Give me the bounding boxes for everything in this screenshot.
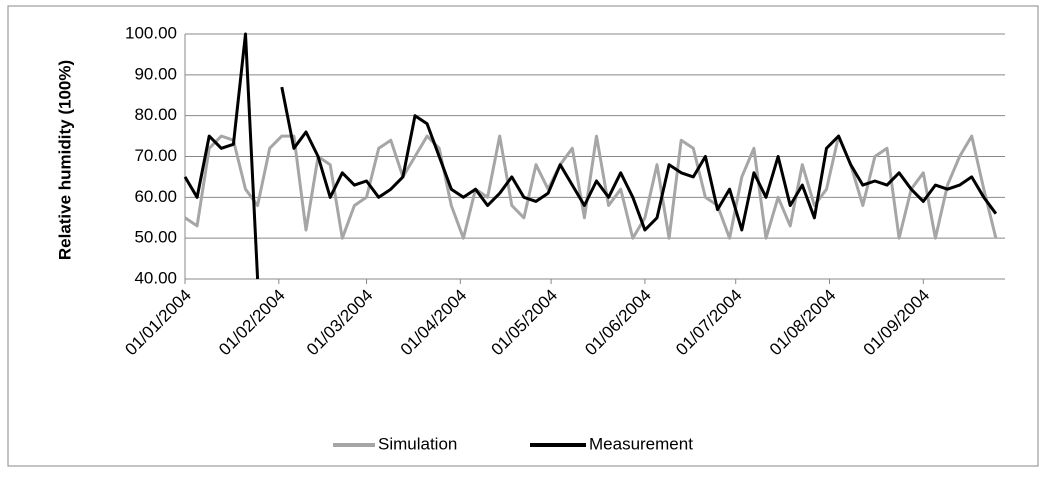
y-tick-label: 100.00 [125, 23, 177, 42]
chart-frame [7, 5, 1039, 467]
y-tick-label: 50.00 [134, 228, 177, 247]
series-line [183, 32, 998, 280]
y-tick-label: 70.00 [134, 146, 177, 165]
y-tick-label: 60.00 [134, 187, 177, 206]
y-axis-title: Relative humidity (100%) [55, 60, 74, 260]
series-line [184, 134, 998, 240]
legend-label: Measurement [589, 434, 693, 453]
legend-label: Simulation [378, 434, 457, 453]
y-tick-label: 40.00 [134, 268, 177, 287]
y-tick-label: 90.00 [134, 64, 177, 83]
y-tick-label: 80.00 [134, 105, 177, 124]
